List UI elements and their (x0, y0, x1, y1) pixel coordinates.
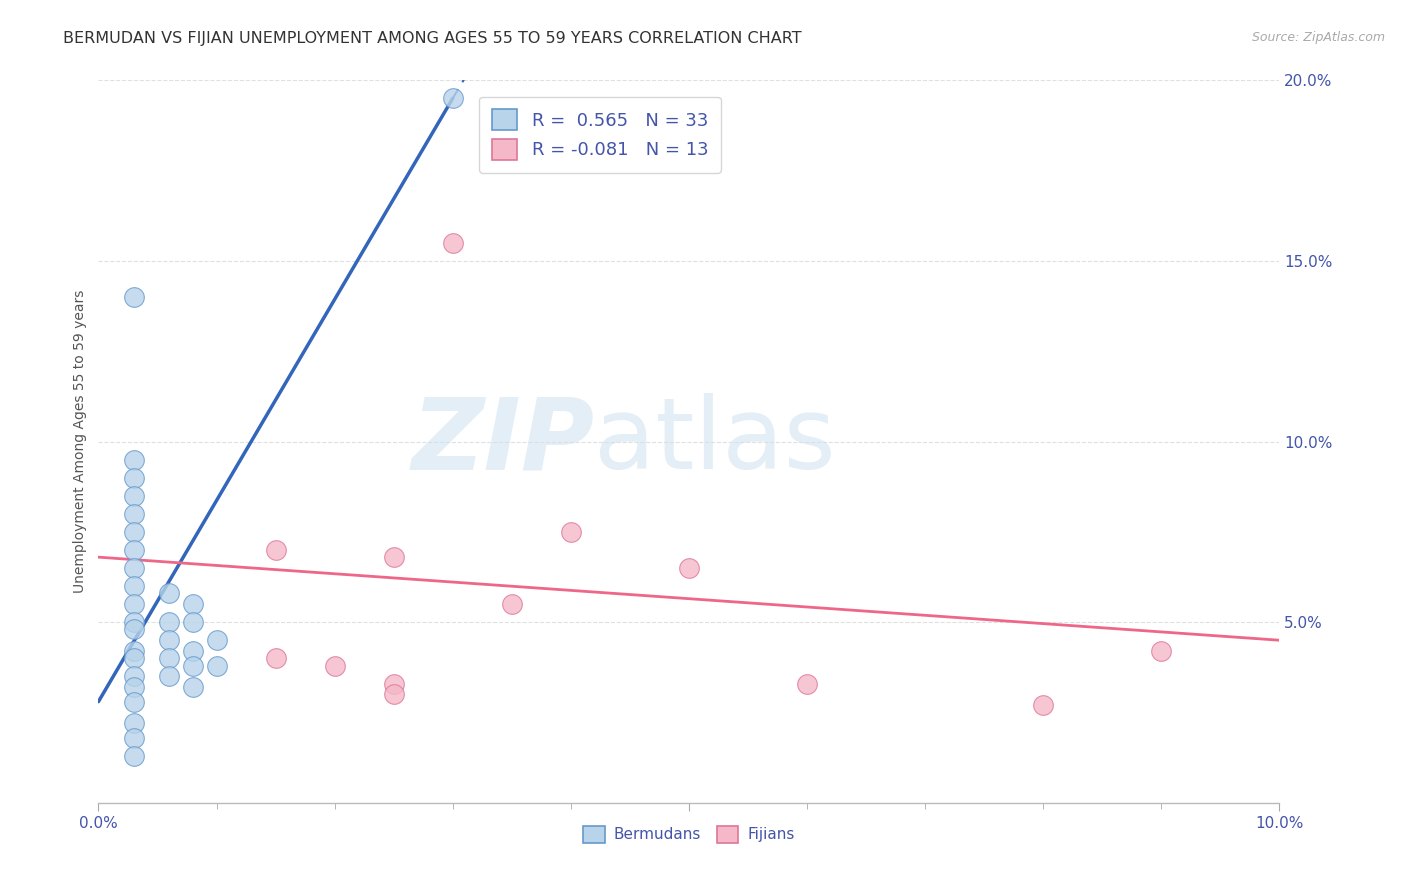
Point (264, 651, 287, 665)
Point (122, 748, 145, 763)
Point (796, 676, 818, 690)
Point (560, 524, 582, 539)
Point (382, 687, 405, 701)
Point (122, 695, 145, 709)
Point (382, 676, 405, 690)
Text: ZIP: ZIP (412, 393, 595, 490)
Point (122, 471, 145, 485)
Point (122, 651, 145, 665)
Point (157, 586, 180, 600)
Point (122, 542, 145, 557)
Point (122, 507, 145, 521)
Point (1150, 644, 1173, 658)
Point (1032, 698, 1054, 713)
Point (181, 658, 204, 673)
Point (122, 615, 145, 630)
Point (441, 235, 464, 250)
Point (122, 290, 145, 304)
Point (678, 561, 700, 575)
Point (205, 633, 228, 648)
Y-axis label: Unemployment Among Ages 55 to 59 years: Unemployment Among Ages 55 to 59 years (73, 290, 87, 593)
Point (122, 597, 145, 611)
Point (122, 716, 145, 731)
Legend: Bermudans, Fijians: Bermudans, Fijians (578, 820, 800, 849)
Point (157, 669, 180, 683)
Text: BERMUDAN VS FIJIAN UNEMPLOYMENT AMONG AGES 55 TO 59 YEARS CORRELATION CHART: BERMUDAN VS FIJIAN UNEMPLOYMENT AMONG AG… (63, 31, 801, 46)
Point (181, 644, 204, 658)
Point (441, 91, 464, 105)
Point (323, 658, 346, 673)
Point (122, 731, 145, 745)
Point (157, 615, 180, 630)
Point (122, 489, 145, 503)
Text: Source: ZipAtlas.com: Source: ZipAtlas.com (1251, 31, 1385, 45)
Point (501, 597, 523, 611)
Point (122, 680, 145, 694)
Point (122, 452, 145, 467)
Point (205, 658, 228, 673)
Point (157, 651, 180, 665)
Point (382, 550, 405, 565)
Point (181, 597, 204, 611)
Point (122, 644, 145, 658)
Point (181, 615, 204, 630)
Point (122, 524, 145, 539)
Point (122, 579, 145, 593)
Point (122, 623, 145, 637)
Point (122, 561, 145, 575)
Text: atlas: atlas (595, 393, 837, 490)
Point (181, 680, 204, 694)
Point (157, 633, 180, 648)
Point (122, 669, 145, 683)
Point (264, 542, 287, 557)
